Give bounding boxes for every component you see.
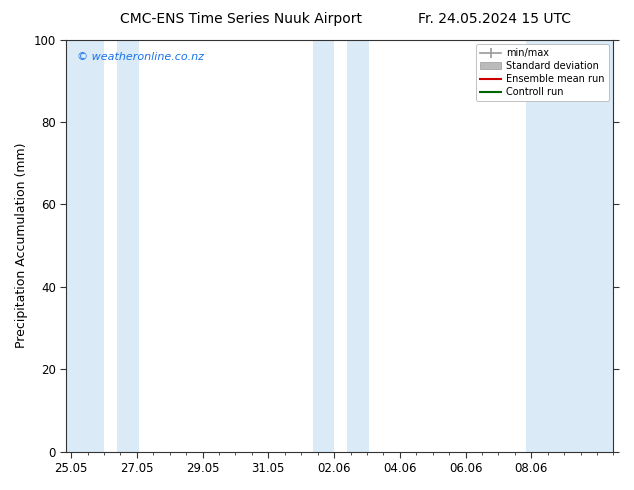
Text: © weatheronline.co.nz: © weatheronline.co.nz xyxy=(77,52,204,62)
Bar xyxy=(117,40,138,452)
Y-axis label: Precipitation Accumulation (mm): Precipitation Accumulation (mm) xyxy=(15,143,28,348)
Bar xyxy=(526,40,614,452)
Bar xyxy=(347,40,368,452)
Bar xyxy=(66,40,104,452)
Text: Fr. 24.05.2024 15 UTC: Fr. 24.05.2024 15 UTC xyxy=(418,12,571,26)
Legend: min/max, Standard deviation, Ensemble mean run, Controll run: min/max, Standard deviation, Ensemble me… xyxy=(476,45,609,101)
Bar xyxy=(313,40,334,452)
Text: CMC-ENS Time Series Nuuk Airport: CMC-ENS Time Series Nuuk Airport xyxy=(120,12,362,26)
